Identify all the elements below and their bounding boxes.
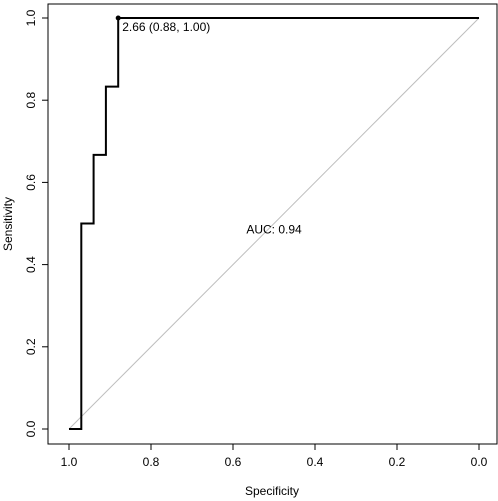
y-tick-label: 0.0 <box>24 420 38 437</box>
y-tick-label: 1.0 <box>24 9 38 26</box>
y-axis-title: Sensitivity <box>1 197 15 251</box>
x-tick-label: 1.0 <box>61 455 78 469</box>
plot-frame <box>47 3 498 445</box>
y-axis: 0.0 0.2 0.4 0.6 0.8 1.0 <box>24 9 48 437</box>
best-threshold-point <box>115 15 121 21</box>
reference-diagonal-line <box>68 17 480 430</box>
x-tick-label: 0.4 <box>307 455 324 469</box>
roc-curve <box>69 17 479 430</box>
y-tick-label: 0.2 <box>24 338 38 355</box>
x-tick-label: 0.8 <box>143 455 160 469</box>
y-tick-label: 0.4 <box>24 256 38 273</box>
x-tick-label: 0.2 <box>389 455 406 469</box>
auc-annotation: AUC: 0.94 <box>246 223 302 237</box>
y-tick-label: 0.6 <box>24 174 38 191</box>
x-tick-label: 0.0 <box>471 455 488 469</box>
x-axis-title: Specificity <box>245 484 299 498</box>
x-tick-label: 0.6 <box>225 455 242 469</box>
x-axis: 1.0 0.8 0.6 0.4 0.2 0.0 <box>61 444 488 469</box>
y-tick-label: 0.8 <box>24 92 38 109</box>
best-threshold-label: 2.66 (0.88, 1.00) <box>122 20 210 34</box>
